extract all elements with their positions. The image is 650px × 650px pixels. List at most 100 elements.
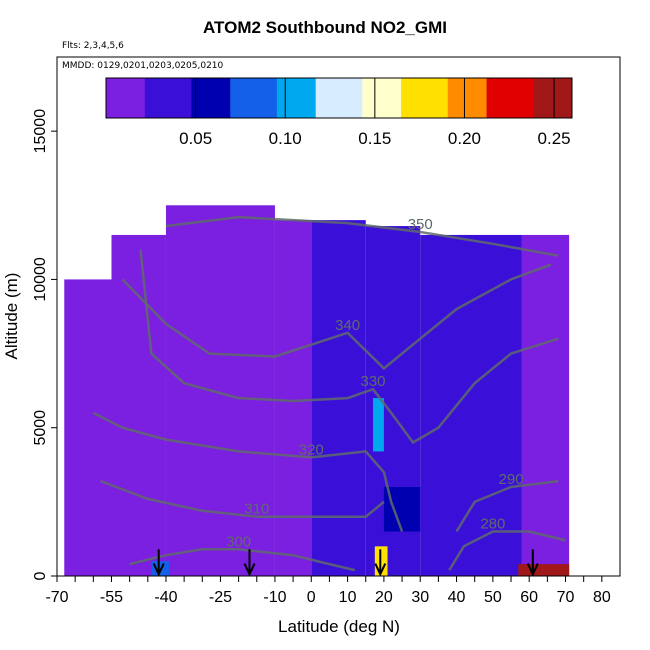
heatmap-column [111,234,166,576]
colorbar-segment [463,78,472,118]
contour-label: 290 [499,471,524,488]
colorbar-segment [370,78,379,118]
heatmap-column [521,234,570,576]
colorbar-segment [471,78,480,118]
y-ticks: 0 5000 10000 15000 [32,109,57,580]
x-axis-label: Latitude (deg N) [278,617,400,636]
colorbar-segment [300,78,309,118]
colorbar-segment [354,78,363,118]
colorbar-segment [424,78,433,118]
colorbar-segment [121,78,130,118]
colorbar-segment [478,78,488,118]
colorbar-segment [292,78,301,118]
colorbar-segment [129,78,138,118]
dates-note: MMDD: 0129,0201,0203,0205,0210 [62,61,224,71]
colorbar-segment [276,78,286,118]
colorbar-segment [362,78,371,118]
contour-line [100,479,385,518]
colorbar-segment [323,78,332,118]
x-tick-label: -55 [100,589,123,606]
colorbar-segment [183,78,192,118]
colorbar-segment [385,78,394,118]
y-tick-label: 15000 [32,109,49,154]
x-tick-label: 80 [593,589,611,606]
colorbar-segment [230,78,239,118]
contour-lines: 350 340 330 320 310 300 290 280 [92,215,566,572]
colorbar-segment [509,78,519,118]
heatmap-column [420,234,522,576]
colorbar-segment [401,78,410,118]
x-tick-label: -40 [154,589,177,606]
colorbar-segment [486,78,495,118]
heatmap-column [165,205,275,577]
chart-title: ATOM2 Southbound NO2_GMI [203,18,447,37]
colorbar-segment [564,78,573,118]
y-tick-label: 5000 [32,410,49,446]
colorbar-segment [222,78,231,118]
x-tick-label: 0 [307,589,316,606]
colorbar-tick-label: 0.20 [448,129,481,148]
x-tick-label: -25 [209,589,232,606]
colorbar-segment [238,78,247,118]
colorbar-segment [339,78,348,118]
y-axis-label: Altitude (m) [2,273,21,360]
colorbar-segment [432,78,441,118]
colorbar-segment [548,78,557,118]
x-ticks: -70 -55 -40 -25 -10 0 10 20 30 40 50 60 70 80 [45,576,611,606]
contour-line [139,249,559,445]
contour-line [165,215,559,257]
colorbar-segment [261,78,270,118]
colorbar-segment [377,78,387,118]
contour-label: 340 [335,317,360,334]
flights-note: Flts: 2,3,4,5,6 [62,41,124,51]
colorbar-tick-label: 0.15 [358,129,391,148]
colorbar-segment [160,78,169,118]
contour-line [448,530,566,571]
colorbar-segment [393,78,402,118]
colorbar-segment [533,78,542,118]
colorbar-segment [439,78,449,118]
x-tick-label: 60 [520,589,538,606]
colorbar-segment [245,78,255,118]
colorbar-segment [144,78,154,118]
contour-line [129,548,356,572]
contour-line [92,411,404,532]
colorbar-segment [346,78,356,118]
contour-label: 330 [360,373,385,390]
colorbar-frame [105,77,573,119]
colorbar-segment [307,78,317,118]
colorbar-segment [315,78,324,118]
colorbar-segment [502,78,511,118]
colorbar-segment [284,78,293,118]
flight-arrow-head [152,563,165,577]
colorbar-segment [517,78,526,118]
contour-line [455,479,559,533]
colorbar-tick-label: 0.05 [179,129,212,148]
contour-label: 310 [244,501,269,518]
colorbar-segment [408,78,418,118]
x-tick-label: 10 [339,589,357,606]
colorbar-segment [455,78,464,118]
colorbar-segment [416,78,425,118]
colorbar-segment [556,78,565,118]
flight-arrows [152,549,539,577]
contour-label: 300 [226,533,251,550]
colorbar-segment [214,78,223,118]
flight-arrow-head [374,563,387,577]
x-tick-label: 70 [557,589,575,606]
colorbar-segment [494,78,503,118]
x-tick-label: -70 [45,589,68,606]
y-tick-label: 10000 [32,257,49,302]
flight-arrow-head [526,563,539,577]
x-tick-label: -10 [263,589,286,606]
contour-line [121,263,552,371]
heatmap-column [274,220,312,576]
colorbar-segment [253,78,262,118]
colorbar-segment [106,78,115,118]
heatmap-cells [64,205,570,577]
contour-label: 280 [480,516,505,533]
colorbar-segment [113,78,123,118]
colorbar-tick-label: 0.25 [538,129,571,148]
heatmap-column [64,279,112,576]
x-tick-label: 30 [411,589,429,606]
